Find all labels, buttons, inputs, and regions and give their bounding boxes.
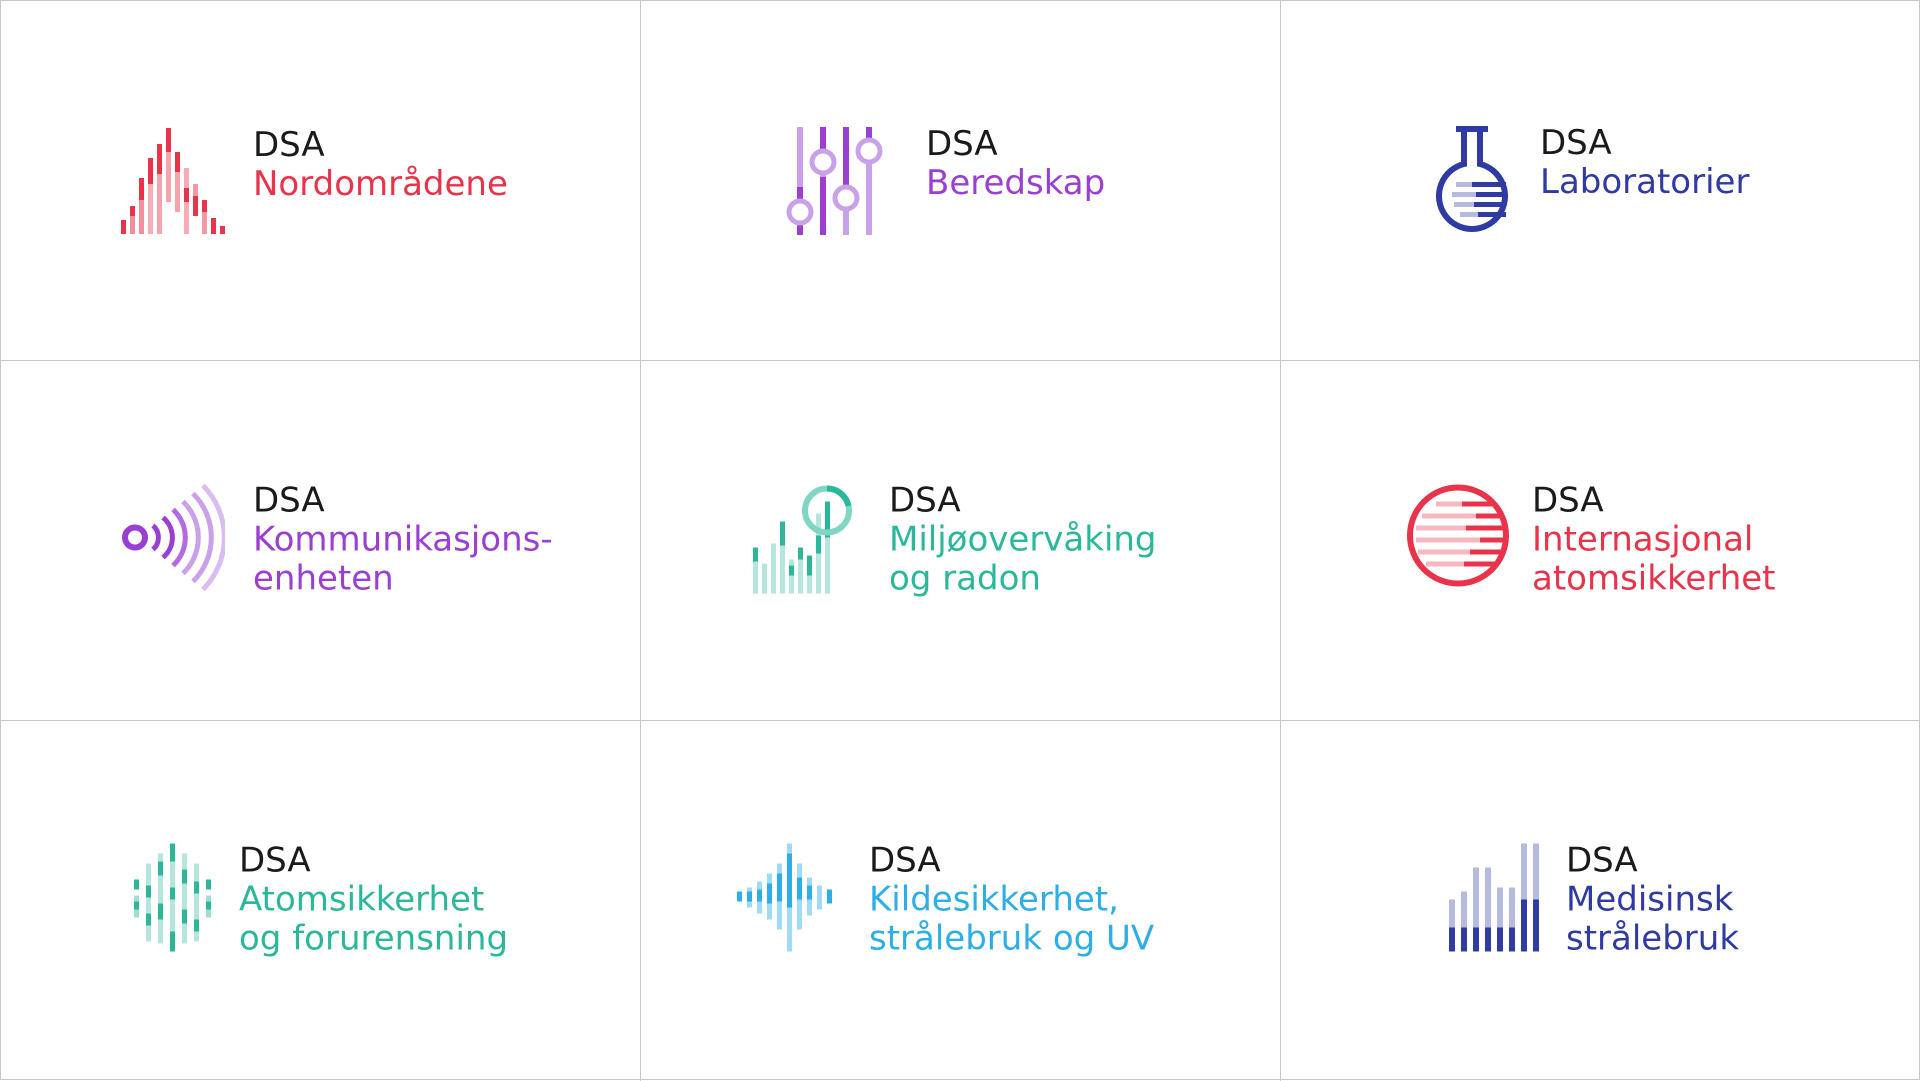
- logo-miljoovervaking: DSA Miljøovervåking og radon: [753, 481, 1157, 598]
- unit-name: Atomsikkerhet og forurensning: [239, 879, 509, 959]
- wordmark: DSA Miljøovervåking og radon: [889, 481, 1157, 598]
- abbrev-text: DSA: [253, 480, 325, 520]
- logo-cell-nordomradene: DSA Nordområdene: [1, 1, 641, 361]
- logo-atomsikkerhet: DSA Atomsikkerhet og forurensning: [134, 840, 509, 959]
- abbrev-text: DSA: [253, 124, 325, 165]
- mountain-bars-icon: [121, 127, 225, 234]
- wordmark: DSA Medisinsk strålebruk: [1566, 840, 1740, 959]
- dose-bars-icon: [1449, 843, 1539, 952]
- logo-cell-medisinsk: DSA Medisinsk strålebruk: [1281, 721, 1920, 1081]
- unit-name: Kildesikkerhet, strålebruk og UV: [869, 879, 1155, 959]
- wordmark: DSA Internasjonal atomsikkerhet: [1532, 481, 1776, 598]
- logo-cell-kommunikasjonsenheten: DSA Kommunikasjons- enheten: [1, 361, 641, 721]
- wordmark: DSA Atomsikkerhet og forurensning: [239, 840, 509, 959]
- unit-name: Laboratorier: [1540, 161, 1750, 202]
- logo-internasjonal: DSA Internasjonal atomsikkerhet: [1406, 481, 1776, 598]
- unit-name: Internasjonal atomsikkerhet: [1532, 519, 1776, 598]
- logo-nordomradene: DSA Nordområdene: [121, 124, 508, 234]
- tree-bars-icon: [753, 485, 852, 593]
- logo-cell-beredskap: DSA Beredskap: [641, 1, 1281, 361]
- unit-name: Medisinsk strålebruk: [1566, 879, 1740, 959]
- abbrev-text: DSA: [1540, 122, 1612, 163]
- unit-name: Miljøovervåking og radon: [889, 519, 1157, 598]
- unit-name: Kommunikasjons- enheten: [253, 519, 553, 598]
- abbrev-text: DSA: [926, 123, 998, 164]
- abbrev-text: DSA: [239, 840, 311, 881]
- wordmark: DSA Kildesikkerhet, strålebruk og UV: [869, 840, 1155, 959]
- wordmark: DSA Laboratorier: [1540, 122, 1750, 202]
- atom-columns-icon: [134, 843, 211, 952]
- logo-cell-internasjonal: DSA Internasjonal atomsikkerhet: [1281, 361, 1920, 721]
- wordmark: DSA Beredskap: [926, 123, 1106, 203]
- logo-laboratorier: DSA Laboratorier: [1436, 122, 1750, 236]
- logo-cell-miljoovervaking: DSA Miljøovervåking og radon: [641, 361, 1281, 721]
- broadcast-waves-icon: [122, 483, 225, 591]
- waveform-icon: [737, 843, 832, 952]
- logo-cell-kildesikkerhet: DSA Kildesikkerhet, strålebruk og UV: [641, 721, 1281, 1081]
- abbrev-text: DSA: [1532, 480, 1604, 520]
- wordmark: DSA Nordområdene: [253, 124, 508, 204]
- abbrev-text: DSA: [889, 480, 961, 520]
- logo-medisinsk: DSA Medisinsk strålebruk: [1449, 840, 1740, 959]
- logo-kildesikkerhet: DSA Kildesikkerhet, strålebruk og UV: [737, 840, 1155, 959]
- unit-name: Nordområdene: [253, 163, 508, 204]
- unit-name: Beredskap: [926, 162, 1106, 203]
- abbrev-text: DSA: [1566, 840, 1638, 881]
- abbrev-text: DSA: [869, 840, 941, 881]
- logo-cell-atomsikkerhet: DSA Atomsikkerhet og forurensning: [1, 721, 641, 1081]
- slider-controls-icon: [786, 126, 883, 235]
- lab-flask-icon: [1436, 125, 1508, 232]
- globe-lines-icon: [1407, 484, 1509, 586]
- logo-cell-laboratorier: DSA Laboratorier: [1281, 1, 1920, 361]
- logo-kommunikasjonsenheten: DSA Kommunikasjons- enheten: [121, 481, 553, 598]
- wordmark: DSA Kommunikasjons- enheten: [253, 481, 553, 598]
- logo-beredskap: DSA Beredskap: [786, 123, 1106, 235]
